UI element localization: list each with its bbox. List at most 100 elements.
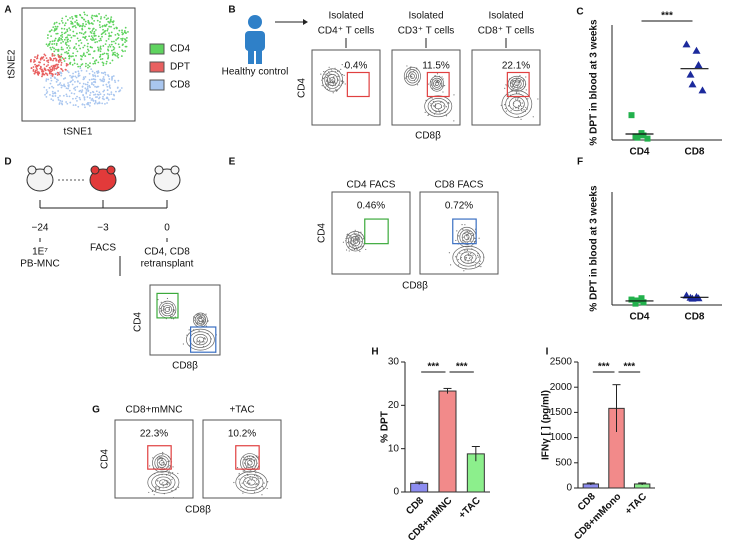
tsne-dot [55, 58, 58, 61]
tsne-dot [36, 71, 39, 74]
tsne-dot [110, 93, 113, 96]
tsne-dot [117, 43, 120, 46]
flow-contour [433, 79, 441, 88]
tsne-dot [61, 70, 64, 72]
significance-label: *** [661, 11, 673, 22]
flow-event [169, 482, 171, 484]
tsne-dot [106, 93, 109, 95]
tsne-dot [113, 47, 116, 49]
tsne-dot [39, 67, 42, 70]
tsne-dot [101, 35, 103, 38]
tsne-dot [90, 16, 93, 19]
label: PB-MNC [20, 259, 59, 270]
flow-event [351, 245, 353, 247]
flow-event [332, 80, 334, 83]
tsne-dot [89, 31, 92, 33]
tsne-dot [97, 35, 100, 38]
flow-event [537, 98, 539, 100]
label: Isolated [328, 11, 363, 22]
gate [452, 218, 477, 245]
tsne-dot [101, 53, 104, 56]
label: +TAC [229, 405, 254, 416]
tsne-dot [66, 46, 69, 49]
tsne-dot [75, 54, 77, 57]
tsne-dot [99, 17, 102, 20]
tsne-dot [99, 50, 102, 53]
tsne-dot [53, 42, 56, 45]
flow-event [345, 249, 348, 251]
flow-contour [243, 476, 260, 489]
tsne-dot [107, 20, 110, 23]
tsne-dot [78, 90, 81, 93]
flow-event [442, 78, 444, 80]
flow-event [243, 471, 245, 473]
flow-event [242, 470, 244, 472]
tsne-dot [67, 71, 70, 74]
tsne-dot [112, 53, 115, 56]
tsne-dot [75, 48, 78, 50]
tsne-dot [68, 95, 71, 98]
flow-contour [247, 460, 253, 466]
flow-event [355, 236, 357, 238]
flow-event [251, 478, 253, 480]
flow-event [467, 253, 470, 255]
flow-event [357, 238, 359, 240]
tsne-dot [72, 52, 75, 55]
flow-event [510, 82, 512, 84]
tsne-dot [58, 61, 60, 63]
flow-event [354, 240, 356, 242]
tsne-dot [86, 83, 89, 86]
flow-event [247, 474, 249, 476]
flow-event [344, 83, 346, 85]
tsne-dot [60, 72, 63, 75]
tsne-dot [116, 32, 119, 35]
flow-event [341, 63, 343, 66]
tsne-dot [104, 71, 107, 74]
tsne-dot [121, 39, 124, 42]
tsne-dot [66, 40, 69, 43]
panel-letter: F [577, 157, 583, 168]
tsne-dot [64, 77, 67, 79]
flow-frame [419, 191, 499, 275]
tsne-dot [60, 61, 63, 64]
tsne-dot [117, 36, 120, 39]
flow-event [159, 307, 161, 310]
flow-event [474, 265, 477, 267]
mouse-body [89, 168, 117, 192]
flow-event [349, 242, 351, 244]
tsne-dot [117, 34, 120, 36]
tsne-dot [109, 62, 112, 65]
tsne-dot [101, 57, 104, 60]
tsne-dot [38, 72, 41, 75]
tsne-dot [84, 87, 87, 90]
flow-event [409, 73, 411, 75]
flow-contour [350, 235, 361, 247]
flow-event [469, 230, 471, 233]
tsne-dot [125, 37, 128, 39]
tsne-dot [108, 44, 111, 46]
tsne-dot [60, 67, 62, 70]
tsne-dot [124, 38, 126, 40]
flow-event [357, 234, 359, 237]
tsne-dot [111, 77, 114, 80]
tsne-dot [39, 57, 42, 60]
flow-event [157, 480, 159, 482]
tsne-dot [69, 40, 72, 42]
flow-event [334, 67, 336, 69]
tsne-dot [60, 84, 63, 87]
tsne-dot [71, 17, 74, 20]
flow-event [204, 318, 206, 320]
tsne-dot [102, 76, 105, 78]
tsne-dot [100, 39, 102, 42]
flow-event [507, 94, 510, 96]
tsne-dot [48, 70, 51, 72]
tsne-dot [65, 36, 67, 39]
flow-event [462, 236, 464, 238]
flow-event [261, 494, 263, 496]
tsne-dot [77, 72, 80, 75]
flow-event [466, 249, 468, 252]
tsne-dot [75, 76, 78, 79]
flow-event [355, 239, 358, 241]
panel-letter: E [229, 157, 236, 168]
tsne-dot [108, 25, 111, 28]
